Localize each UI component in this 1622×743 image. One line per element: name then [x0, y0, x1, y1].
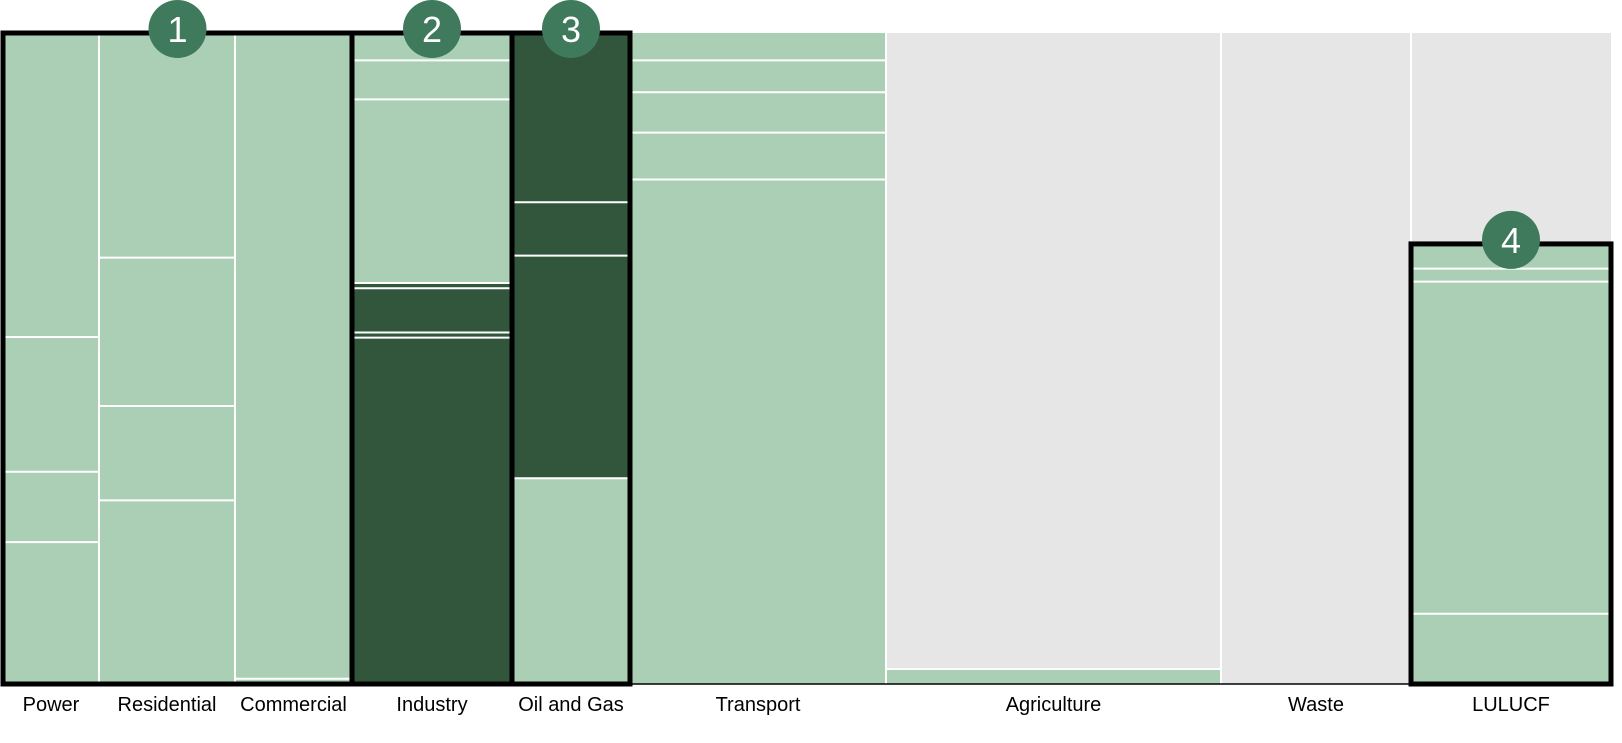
segment-industry-5 — [352, 60, 512, 100]
segment-residential-2 — [99, 257, 235, 407]
category-label: Commercial — [240, 694, 347, 716]
highlight-badge-label: 1 — [167, 9, 187, 50]
segment-transport-0 — [630, 179, 886, 684]
segment-lulucf-0 — [1411, 613, 1611, 684]
segment-commercial-1 — [235, 33, 352, 679]
segment-agriculture-0 — [886, 669, 1221, 684]
category-label: Agriculture — [1006, 694, 1102, 716]
segment-oil-and-gas-2 — [512, 202, 630, 256]
segment-industry-4 — [352, 99, 512, 283]
segment-lulucf-1 — [1411, 281, 1611, 614]
segment-oil-and-gas-0 — [512, 478, 630, 684]
segment-lulucf-4 — [1411, 33, 1611, 244]
segment-power-1 — [3, 471, 99, 543]
highlight-badge-label: 2 — [422, 9, 442, 50]
category-label: Industry — [396, 694, 467, 716]
segment-industry-0 — [352, 337, 512, 684]
bars-layer — [3, 33, 1611, 684]
segment-power-0 — [3, 542, 99, 684]
category-label: Power — [23, 694, 80, 716]
category-label: Transport — [716, 694, 801, 716]
highlight-badge-3 — [542, 0, 600, 58]
segment-oil-and-gas-3 — [512, 33, 630, 203]
segment-residential-3 — [99, 33, 235, 258]
segment-transport-3 — [630, 60, 886, 93]
segment-waste-0 — [1221, 33, 1411, 684]
highlight-badge-label: 4 — [1501, 220, 1521, 261]
category-label: Residential — [118, 694, 217, 716]
highlights-layer: 1 2 3 4 — [0, 0, 1614, 687]
highlight-badge-4 — [1482, 210, 1540, 269]
segment-power-3 — [3, 33, 99, 338]
segment-oil-and-gas-1 — [512, 255, 630, 479]
highlight-badge-1 — [148, 0, 207, 58]
highlight-badge-label: 3 — [561, 9, 581, 50]
segment-industry-2 — [352, 288, 512, 333]
category-label: Oil and Gas — [518, 694, 624, 716]
segment-industry-3 — [352, 282, 512, 289]
segment-power-2 — [3, 337, 99, 472]
dividers-layer — [3, 33, 1611, 685]
category-label: Waste — [1288, 694, 1344, 716]
segment-transport-1 — [630, 132, 886, 180]
segment-transport-4 — [630, 33, 886, 61]
category-labels: Power Residential Commercial Industry Oil an… — [23, 694, 1550, 716]
segment-residential-1 — [99, 406, 235, 501]
segment-lulucf-2 — [1411, 268, 1611, 282]
segment-agriculture-1 — [886, 33, 1221, 670]
highlight-badge-2 — [403, 0, 461, 58]
category-label: LULUCF — [1472, 694, 1550, 716]
segment-residential-0 — [99, 500, 235, 684]
segment-industry-1 — [352, 332, 512, 338]
segment-transport-2 — [630, 92, 886, 133]
segment-commercial-0 — [235, 678, 352, 684]
